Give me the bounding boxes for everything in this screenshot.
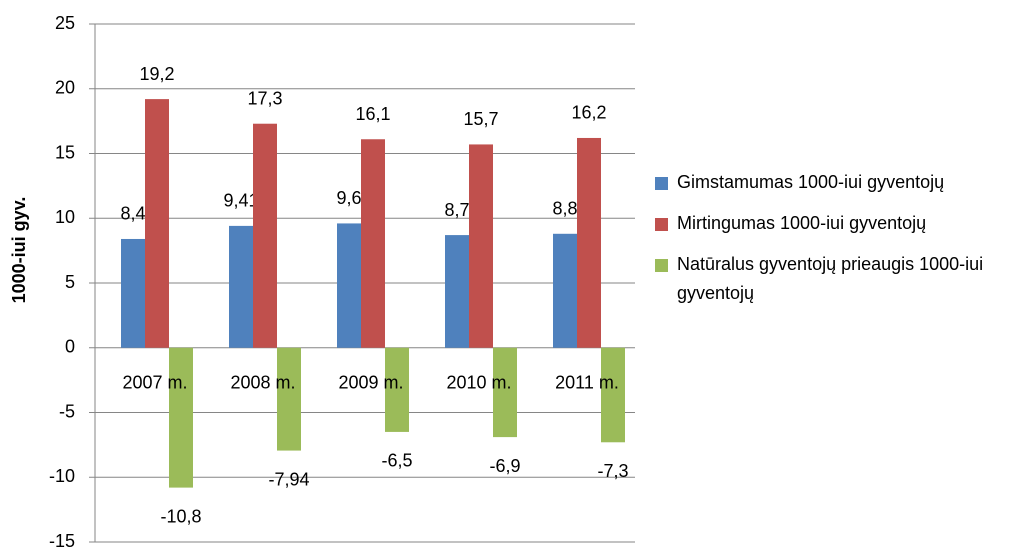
bar bbox=[601, 347, 625, 443]
y-tick-label: 25 bbox=[55, 13, 75, 33]
bar bbox=[469, 144, 493, 348]
value-label: 8,8 bbox=[552, 199, 577, 219]
bar bbox=[169, 347, 193, 488]
value-label: -6,5 bbox=[381, 451, 412, 471]
value-label: 17,3 bbox=[247, 88, 282, 108]
value-label: 9,6 bbox=[336, 188, 361, 208]
bar bbox=[577, 137, 601, 348]
bar bbox=[121, 238, 145, 348]
bar bbox=[385, 347, 409, 432]
value-label: 9,41 bbox=[223, 191, 258, 211]
y-tick-label: 5 bbox=[65, 272, 75, 292]
x-tick-label: 2010 m. bbox=[446, 373, 511, 393]
legend: Gimstamumas 1000-iui gyventojų Mirtinguma… bbox=[655, 168, 1027, 320]
legend-label: Natūralus gyventojų prieaugis 1000-iui g… bbox=[677, 254, 984, 303]
value-label: -7,3 bbox=[597, 461, 628, 481]
legend-label: Gimstamumas 1000-iui gyventojų bbox=[677, 172, 945, 192]
value-label: 16,2 bbox=[571, 103, 606, 123]
bar bbox=[445, 235, 469, 348]
legend-item: Mirtingumas 1000-iui gyventojų bbox=[655, 209, 1017, 238]
value-label: -10,8 bbox=[160, 506, 201, 526]
value-label: 8,7 bbox=[444, 200, 469, 220]
bar bbox=[553, 233, 577, 348]
value-label: 15,7 bbox=[463, 109, 498, 129]
legend-swatch bbox=[655, 259, 668, 272]
bar bbox=[337, 223, 361, 348]
legend-item: Gimstamumas 1000-iui gyventojų bbox=[655, 168, 1017, 197]
x-tick-label: 2011 m. bbox=[555, 373, 619, 393]
x-tick-label: 2007 m. bbox=[122, 373, 187, 393]
legend-label: Mirtingumas 1000-iui gyventojų bbox=[677, 213, 927, 233]
bar bbox=[361, 139, 385, 348]
value-label: 8,4 bbox=[120, 204, 145, 224]
y-tick-label: 20 bbox=[55, 78, 75, 98]
y-axis-label: 1000-iui gyv. bbox=[9, 197, 29, 304]
value-label: 19,2 bbox=[139, 64, 174, 84]
bar bbox=[145, 99, 169, 348]
x-tick-label: 2009 m. bbox=[338, 373, 403, 393]
legend-swatch bbox=[655, 218, 668, 231]
y-tick-label: 0 bbox=[65, 337, 75, 357]
y-tick-label: 15 bbox=[55, 142, 75, 162]
bar bbox=[277, 347, 301, 451]
bar bbox=[253, 123, 277, 348]
y-tick-label: -15 bbox=[49, 531, 75, 548]
value-label: -6,9 bbox=[489, 456, 520, 476]
bar bbox=[229, 225, 253, 348]
x-tick-label: 2008 m. bbox=[230, 373, 295, 393]
y-tick-label: 10 bbox=[55, 207, 75, 227]
value-label: -7,94 bbox=[268, 469, 309, 489]
legend-swatch bbox=[655, 177, 668, 190]
y-tick-label: -10 bbox=[49, 466, 75, 486]
y-tick-label: -5 bbox=[59, 401, 75, 421]
legend-item: Natūralus gyventojų prieaugis 1000-iui g… bbox=[655, 250, 1017, 308]
bar bbox=[493, 347, 517, 438]
value-label: 16,1 bbox=[355, 104, 390, 124]
